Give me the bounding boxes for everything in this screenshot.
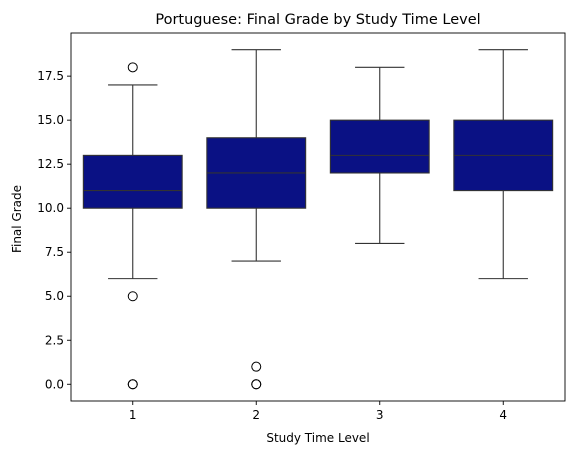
outlier-point — [127, 291, 138, 302]
box-iqr — [82, 154, 183, 209]
y-tick-label: 2.5 — [45, 333, 64, 347]
chart-title: Portuguese: Final Grade by Study Time Le… — [155, 12, 480, 28]
plot-area: 0.0 2.5 5.0 7.5 10.0 12.5 15.0 17.5 1 2 3 4 — [37, 49, 554, 422]
y-tick-label: 17.5 — [37, 69, 64, 83]
y-axis-label: Final Grade — [10, 185, 24, 253]
y-tick-label: 5.0 — [45, 289, 64, 303]
box-iqr — [329, 119, 430, 174]
y-tick-label: 15.0 — [37, 113, 64, 127]
axes-frame — [70, 32, 566, 402]
outlier-point — [251, 361, 262, 372]
y-tick-label: 0.0 — [45, 377, 64, 391]
x-tick-label: 1 — [129, 408, 137, 422]
y-tick-label: 10.0 — [37, 201, 64, 215]
x-tick-label: 2 — [252, 408, 260, 422]
x-tick-label: 4 — [499, 408, 507, 422]
x-axis-label: Study Time Level — [266, 431, 369, 445]
outlier-point — [251, 379, 262, 390]
y-tick-label: 7.5 — [45, 245, 64, 259]
outlier-point — [127, 379, 138, 390]
y-tick-label: 12.5 — [37, 157, 64, 171]
outlier-point — [127, 62, 138, 73]
x-tick-label: 3 — [376, 408, 384, 422]
